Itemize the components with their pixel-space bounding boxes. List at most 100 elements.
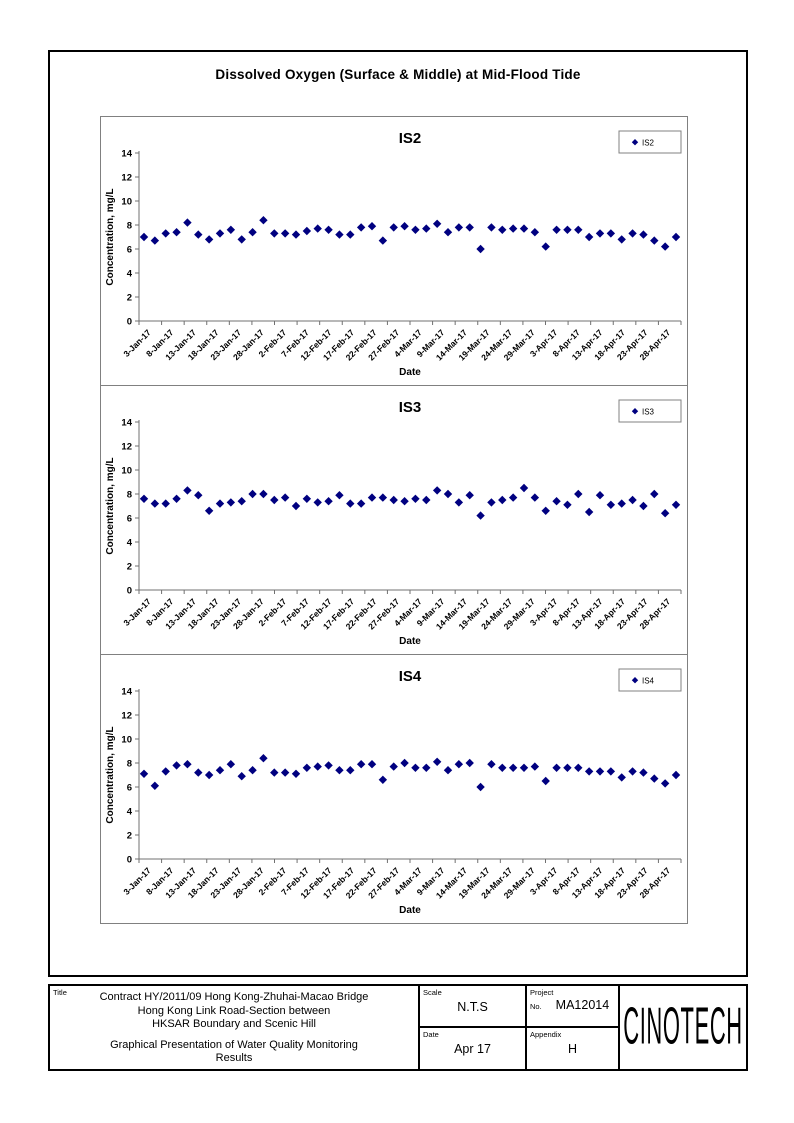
data-point: [378, 236, 388, 245]
chart-title: IS4: [399, 668, 422, 685]
chart-panel-is2: IS2 IS2 0 2 4 6 8 10 12 14 3-Jan-17 8-Jan-17 13-Jan-…: [100, 116, 688, 386]
data-point: [443, 766, 453, 775]
y-tick-label: 4: [127, 807, 133, 818]
data-point: [508, 763, 518, 772]
chart-title: IS2: [399, 130, 422, 147]
data-point: [389, 495, 398, 505]
data-point: [204, 770, 214, 780]
chart-panel-is3: IS3 IS3 0 2 4 6 8 10 12 14 3-Jan-17 8-Jan-17 13-Jan-…: [100, 385, 688, 655]
data-point: [194, 768, 203, 777]
data-point: [650, 236, 659, 245]
data-point: [400, 758, 409, 768]
data-point: [194, 491, 203, 500]
data-point: [443, 489, 453, 499]
data-point: [259, 216, 268, 225]
data-point: [628, 767, 637, 776]
legend-box: [618, 399, 682, 423]
y-tick-label: 8: [127, 490, 132, 501]
data-point: [432, 219, 442, 228]
data-point: [671, 770, 681, 780]
data-point: [476, 511, 485, 520]
title-block-title-cell: Title Contract HY/2011/09 Hong Kong-Zhuh…: [50, 986, 420, 1069]
data-point: [356, 223, 366, 232]
data-point: [389, 762, 398, 771]
data-point: [595, 491, 605, 500]
data-point: [617, 499, 626, 508]
data-point: [465, 491, 474, 500]
charts-container: IS2 IS2 0 2 4 6 8 10 12 14 3-Jan-17 8-Jan-17 13-Jan-…: [100, 116, 688, 924]
legend-label: IS2: [642, 139, 655, 148]
page-title: Dissolved Oxygen (Surface & Middle) at M…: [215, 67, 581, 82]
data-point: [378, 775, 388, 784]
data-point: [183, 486, 192, 495]
data-point: [150, 499, 160, 508]
data-point: [226, 760, 236, 769]
data-point: [574, 489, 583, 499]
legend-box: [618, 668, 682, 692]
data-point: [367, 760, 377, 769]
data-point: [248, 228, 257, 237]
data-point: [422, 763, 431, 772]
data-point: [639, 501, 648, 511]
y-tick-label: 10: [121, 197, 132, 208]
data-point: [660, 242, 670, 251]
data-point: [595, 767, 605, 776]
chart-canvas-is4: IS4 IS4024681012143-Jan-178-Jan-1713-Jan-…: [105, 668, 682, 916]
data-point: [519, 224, 529, 233]
data-point: [476, 244, 485, 254]
appendix-label: Appendix: [530, 1029, 562, 1039]
data-point: [650, 489, 659, 499]
date-value: Apr 17: [454, 1041, 491, 1056]
data-point: [552, 497, 561, 506]
data-point: [432, 486, 442, 495]
y-tick-label: 6: [127, 783, 132, 794]
cinotech-logo: CINOTECH: [620, 986, 746, 1069]
data-point: [139, 232, 149, 242]
data-point: [183, 760, 192, 769]
data-point: [584, 232, 594, 242]
data-point: [226, 498, 236, 507]
data-point: [454, 760, 464, 769]
data-point: [346, 499, 355, 508]
y-tick-label: 12: [121, 173, 132, 184]
description-line-2: Results: [215, 1052, 253, 1064]
data-point: [346, 230, 355, 239]
project-label: Project: [530, 988, 554, 997]
data-point: [291, 501, 301, 511]
scale-label: Scale: [423, 988, 442, 997]
data-point: [237, 497, 246, 506]
data-point: [172, 494, 181, 503]
data-point: [280, 493, 290, 502]
data-point: [183, 218, 192, 227]
data-point: [487, 223, 496, 232]
data-point: [411, 225, 420, 234]
contract-line-3: HKSAR Boundary and Scenic Hill: [152, 1018, 316, 1030]
data-point: [172, 761, 181, 770]
data-point: [248, 766, 257, 775]
x-axis-title: Date: [399, 636, 421, 647]
scale-cell: Scale N.T.S: [420, 986, 527, 1028]
data-point: [389, 223, 398, 232]
data-point: [552, 763, 561, 772]
page-frame: Dissolved Oxygen (Surface & Middle) at M…: [48, 50, 748, 977]
data-point: [639, 230, 648, 239]
data-point: [454, 223, 464, 232]
data-point: [270, 495, 279, 505]
data-point: [313, 762, 322, 771]
data-point: [161, 499, 170, 508]
y-tick-label: 0: [127, 586, 132, 597]
data-point: [346, 766, 355, 775]
data-point: [432, 757, 442, 766]
data-point: [302, 763, 312, 772]
data-point: [541, 506, 550, 515]
data-point: [367, 493, 377, 502]
data-point: [650, 774, 659, 783]
legend-marker-icon: [631, 139, 639, 146]
data-point: [335, 230, 344, 239]
x-axis-title: Date: [399, 367, 421, 378]
data-point: [150, 781, 160, 790]
y-tick-label: 10: [121, 735, 132, 746]
data-point: [422, 224, 431, 233]
contract-title: Contract HY/2011/09 Hong Kong-Zhuhai-Mac…: [50, 991, 418, 1032]
